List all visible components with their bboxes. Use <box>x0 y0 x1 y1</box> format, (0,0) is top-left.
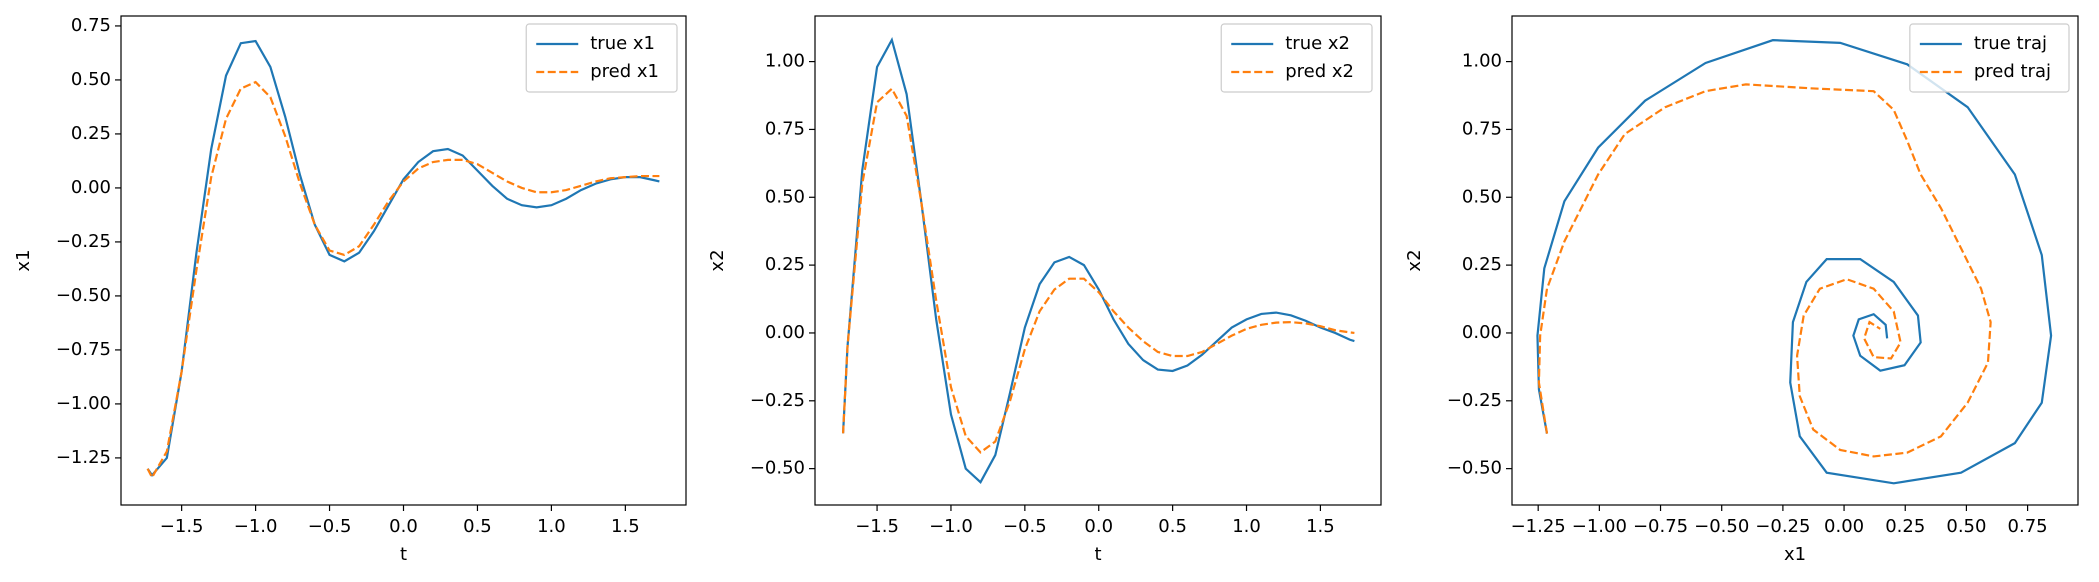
x-tick-label: −1.5 <box>160 516 204 537</box>
legend-label: true traj <box>1974 33 2047 54</box>
subplot: −1.5 −1.0 −0.5 0.0 0.5 1.0 1.5 0.75 0.50 0.25 0.00… <box>13 15 687 565</box>
x-tick-label: 0.0 <box>1084 516 1113 537</box>
x-tick-label: 0.00 <box>1824 516 1864 537</box>
y-tick-label: −0.25 <box>1447 390 1502 411</box>
y-tick-label: 0.75 <box>765 118 805 139</box>
x-tick-label: 0.5 <box>463 516 492 537</box>
y-tick-label: 0.50 <box>71 69 111 90</box>
y-tick-label: 0.00 <box>765 322 805 343</box>
data-line <box>841 36 1355 484</box>
x-axis-label: t <box>400 544 407 565</box>
legend-box <box>1909 23 2070 93</box>
legend-label: pred x1 <box>590 61 659 82</box>
y-tick-label: 0.25 <box>1462 254 1502 275</box>
legend: true traj pred traj <box>1909 23 2070 93</box>
x-tick-label: −1.25 <box>1511 516 1566 537</box>
legend: true x1 pred x1 <box>525 23 678 93</box>
y-tick-label: 1.00 <box>1462 51 1502 72</box>
x-tick-label: 1.0 <box>537 516 566 537</box>
data-line <box>841 86 1355 454</box>
y-axis-label: x2 <box>1404 249 1425 271</box>
y-tick-label: 1.00 <box>765 51 805 72</box>
x-tick-label: 0.75 <box>2008 516 2048 537</box>
legend-label: pred x2 <box>1285 61 1354 82</box>
legend-label: true x1 <box>590 33 655 54</box>
x-tick-label: 0.50 <box>1946 516 1986 537</box>
y-tick-label: −1.00 <box>56 393 111 414</box>
x-axis-label: x1 <box>1784 544 1806 565</box>
data-line <box>146 39 660 477</box>
y-tick-label: −0.25 <box>56 231 111 252</box>
y-tick-label: −1.25 <box>56 447 111 468</box>
y-tick-label: 0.75 <box>1462 118 1502 139</box>
axes-frame <box>120 15 687 506</box>
x-tick-label: 1.5 <box>611 516 640 537</box>
legend-box <box>525 23 678 93</box>
x-tick-label: 1.5 <box>1306 516 1335 537</box>
subplot: −1.5 −1.0 −0.5 0.0 0.5 1.0 1.5 1.00 0.75 0.50 0.25… <box>707 15 1382 565</box>
data-line <box>1536 39 2053 485</box>
legend-label: true x2 <box>1285 33 1350 54</box>
x-tick-label: −0.25 <box>1755 516 1810 537</box>
x-tick-label: 0.0 <box>389 516 418 537</box>
x-tick-label: 0.5 <box>1158 516 1187 537</box>
x-tick-label: −0.75 <box>1633 516 1688 537</box>
x-axis-label: t <box>1094 544 1101 565</box>
y-axis-label: x1 <box>13 249 34 271</box>
y-tick-label: 0.00 <box>1462 322 1502 343</box>
y-tick-label: −0.75 <box>56 339 111 360</box>
x-tick-label: 1.0 <box>1232 516 1261 537</box>
y-tick-label: 0.00 <box>71 177 111 198</box>
legend: true x2 pred x2 <box>1220 23 1373 93</box>
x-tick-label: −1.00 <box>1572 516 1627 537</box>
y-tick-label: 0.75 <box>71 15 111 36</box>
y-tick-label: 0.25 <box>71 123 111 144</box>
y-axis-label: x2 <box>707 249 728 271</box>
x-tick-label: −0.50 <box>1694 516 1749 537</box>
subplot: −1.25 −1.00 −0.75 −0.50 −0.25 0.00 0.25 0.50 0.7… <box>1404 15 2079 565</box>
x-tick-label: −1.0 <box>929 516 973 537</box>
x-tick-label: 0.25 <box>1885 516 1925 537</box>
axes-frame <box>814 15 1382 506</box>
y-tick-label: −0.25 <box>750 390 805 411</box>
y-tick-label: −0.50 <box>1447 458 1502 479</box>
x-tick-label: −0.5 <box>1003 516 1047 537</box>
x-tick-label: −1.0 <box>234 516 278 537</box>
x-tick-label: −1.5 <box>855 516 899 537</box>
axes-frame <box>1511 15 2079 506</box>
y-tick-label: −0.50 <box>750 458 805 479</box>
y-tick-label: 0.50 <box>1462 186 1502 207</box>
data-line <box>1537 83 1992 458</box>
legend-label: pred traj <box>1974 61 2051 82</box>
y-tick-label: 0.50 <box>765 186 805 207</box>
data-line <box>146 80 660 480</box>
y-tick-label: 0.25 <box>765 254 805 275</box>
y-tick-label: −0.50 <box>56 285 111 306</box>
legend-box <box>1220 23 1373 93</box>
x-tick-label: −0.5 <box>308 516 352 537</box>
